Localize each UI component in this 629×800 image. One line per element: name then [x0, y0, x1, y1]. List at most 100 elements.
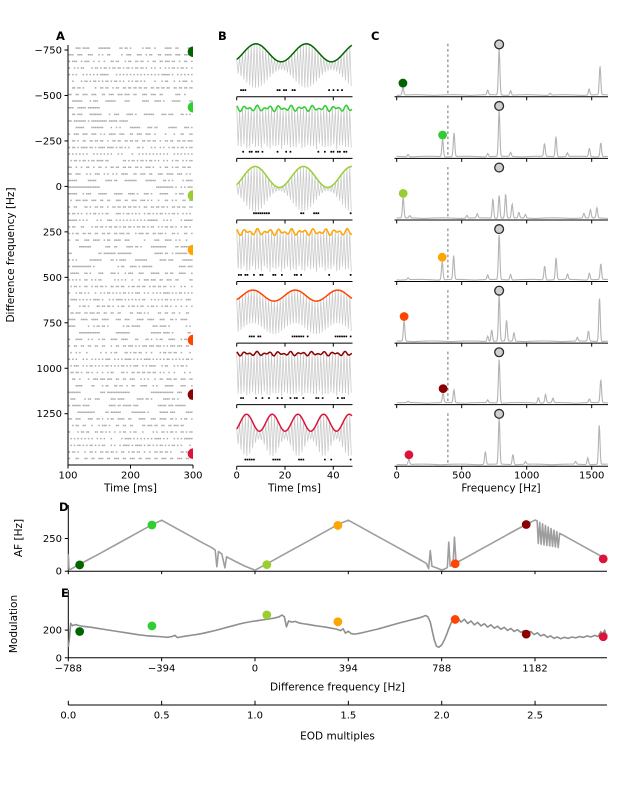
- b-row-envelope: [236, 104, 353, 113]
- tick-label: 750: [43, 318, 62, 329]
- tick-label: 0.5: [154, 711, 170, 722]
- b-row-carrier: [236, 351, 352, 396]
- panel-e-modulation-curve: 0 200 −788 −394 0 394 788 1182: [43, 590, 608, 675]
- panel-d-letter: D: [59, 500, 69, 514]
- b-row-envelope: [236, 227, 353, 237]
- c-row-2: [394, 162, 608, 224]
- c-eod-peak-marker: [494, 285, 505, 296]
- d-sample-dot-0: [75, 560, 85, 570]
- c-af-dot: [404, 450, 414, 460]
- b-row-2: [236, 165, 353, 224]
- eod-multiples-axis: 0.0 0.5 1.0 1.5 2.0 2.5: [60, 700, 607, 722]
- c-af-dot: [399, 312, 409, 321]
- tick-label: 1000: [37, 364, 62, 375]
- c-row-spectrum: [396, 235, 608, 281]
- tick-label: −788: [55, 664, 82, 675]
- c-af-dot: [438, 130, 447, 140]
- a-df-marker-2: [187, 190, 193, 201]
- tick-label: 250: [43, 534, 62, 545]
- panel-a-ylabel: Difference frequency [Hz]: [5, 187, 17, 322]
- tick-label: 0: [56, 567, 62, 578]
- panel-a-raster-plot: −750 −500 −250 0 250 500 750 1000 1250 100 200 300: [35, 45, 203, 482]
- panel-a-letter: A: [56, 29, 65, 43]
- c-row-spectrum: [396, 295, 608, 343]
- b-row-envelope: [236, 43, 353, 63]
- a-raster-marks: [68, 47, 193, 460]
- b-row-6: 0 20 40: [234, 413, 353, 482]
- tick-label: 2.5: [527, 711, 543, 722]
- c-row-spectrum: [396, 418, 608, 466]
- e-sample-dot-3: [333, 617, 343, 627]
- b-row-spikes: [253, 212, 352, 215]
- tick-label: 500: [43, 273, 62, 284]
- panel-a-xlabel: Time [ms]: [103, 483, 157, 495]
- c-row-5: [394, 347, 608, 409]
- tick-label: 1000: [514, 471, 539, 482]
- panel-b-xlabel: Time [ms]: [267, 483, 321, 495]
- a-df-marker-5: [187, 389, 193, 400]
- panel-c-letter: C: [371, 29, 379, 43]
- b-row-spikes: [248, 335, 352, 338]
- tick-label: 1250: [37, 409, 62, 420]
- tick-label: 0.0: [60, 711, 76, 722]
- c-row-4: [394, 285, 608, 347]
- d-sample-dot-5: [521, 520, 531, 529]
- c-eod-peak-marker: [494, 408, 505, 419]
- b-row-envelope: [236, 289, 353, 302]
- tick-label: 200: [121, 471, 140, 482]
- c-row-spectrum: [396, 110, 608, 158]
- eod-axis-label: EOD multiples: [300, 731, 375, 743]
- b-row-carrier: [236, 105, 352, 150]
- panel-c-spectra: 0 500 1000 1500: [394, 39, 608, 482]
- c-row-1: [394, 100, 608, 162]
- b-row-1: [236, 104, 353, 162]
- c-row-spectrum: [396, 193, 608, 220]
- tick-label: 394: [339, 664, 358, 675]
- d-sample-dot-2: [262, 560, 272, 570]
- tick-label: 250: [43, 227, 62, 238]
- tick-label: 0: [394, 471, 400, 482]
- panel-d-ylabel: AF [Hz]: [13, 519, 25, 557]
- c-eod-peak-marker: [494, 224, 505, 235]
- tick-label: 0: [234, 471, 240, 482]
- e-sample-dot-5: [521, 629, 531, 639]
- d-sample-dot-3: [333, 521, 343, 530]
- c-row-spectrum: [396, 49, 608, 96]
- tick-label: −394: [148, 664, 175, 675]
- d-sample-dot-1: [147, 520, 157, 530]
- tick-label: 1.5: [340, 711, 356, 722]
- b-row-spikes: [244, 458, 352, 461]
- b-row-spikes: [238, 274, 352, 276]
- tick-label: 0: [252, 664, 258, 675]
- c-eod-peak-marker: [494, 162, 505, 173]
- a-df-marker-6: [187, 448, 193, 459]
- tick-label: −250: [35, 136, 62, 147]
- b-row-envelope: [236, 165, 352, 189]
- b-row-envelope: [236, 350, 353, 357]
- panel-b-letter: B: [218, 29, 227, 43]
- tick-label: 500: [452, 471, 471, 482]
- tick-label: 2.0: [434, 711, 450, 722]
- panel-b-waveforms: 0 20 40: [234, 43, 353, 482]
- e-modulation-curve: [67, 614, 608, 649]
- a-df-marker-1: [187, 102, 193, 113]
- c-af-dot: [437, 252, 447, 262]
- tick-label: 1182: [522, 664, 547, 675]
- b-row-carrier: [236, 290, 352, 335]
- tick-label: 788: [432, 664, 451, 675]
- a-df-marker-4: [187, 334, 193, 346]
- b-row-envelope: [236, 413, 353, 432]
- panel-d-af-curve: 0 250: [43, 505, 608, 578]
- tick-label: 0: [56, 653, 62, 664]
- b-row-carrier: [236, 414, 352, 457]
- c-af-dot: [438, 384, 448, 394]
- c-row-0: [394, 39, 608, 101]
- e-sample-dot-2: [262, 610, 272, 620]
- panel-e-letter: E: [61, 586, 69, 600]
- c-eod-peak-marker: [494, 347, 505, 358]
- d-sample-dot-6: [598, 554, 608, 564]
- b-row-spikes: [240, 397, 345, 399]
- tick-label: −750: [35, 46, 62, 57]
